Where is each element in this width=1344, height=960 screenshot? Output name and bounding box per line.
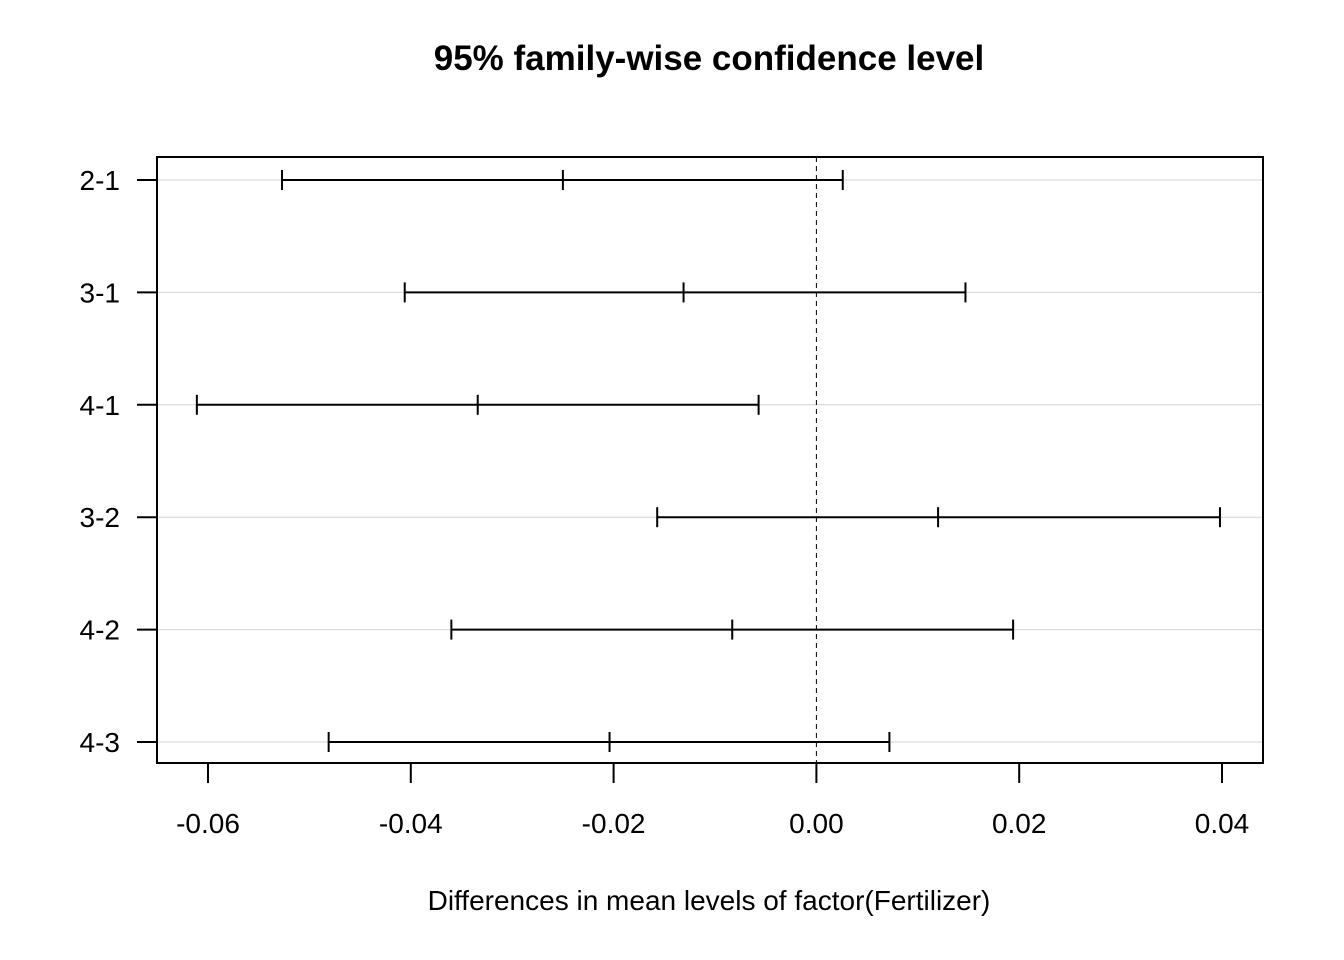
interval-3-1 <box>403 282 967 303</box>
y-tick-label: 4-1 <box>80 390 120 421</box>
x-tick-label: -0.02 <box>582 808 646 839</box>
y-tick-label: 3-1 <box>80 277 120 308</box>
x-tick-label: 0.04 <box>1195 808 1250 839</box>
x-tick-label: -0.04 <box>379 808 443 839</box>
interval-3-2 <box>656 507 1221 528</box>
x-axis: -0.06 -0.04 -0.02 0.00 0.02 0.04 <box>176 762 1250 839</box>
y-tick-label: 3-2 <box>80 502 120 533</box>
x-axis-label: Differences in mean levels of factor(Fer… <box>428 885 991 916</box>
interval-4-3 <box>327 732 891 752</box>
chart-title: 95% family-wise confidence level <box>434 39 985 78</box>
interval-4-2 <box>450 619 1015 640</box>
interval-layer <box>195 170 1221 752</box>
x-tick-label: -0.06 <box>176 808 240 839</box>
x-tick-label: 0.00 <box>789 808 844 839</box>
plot-frame <box>156 156 1264 764</box>
y-tick-label: 4-3 <box>80 727 120 758</box>
y-tick-label: 4-2 <box>80 615 120 646</box>
interval-2-1 <box>281 170 844 190</box>
x-tick-label: 0.02 <box>992 808 1047 839</box>
grid-layer <box>157 179 1263 743</box>
y-axis: 2-1 3-1 4-1 3-2 4-2 4-3 <box>80 165 157 758</box>
y-tick-label: 2-1 <box>80 165 120 196</box>
interval-4-1 <box>195 394 760 415</box>
